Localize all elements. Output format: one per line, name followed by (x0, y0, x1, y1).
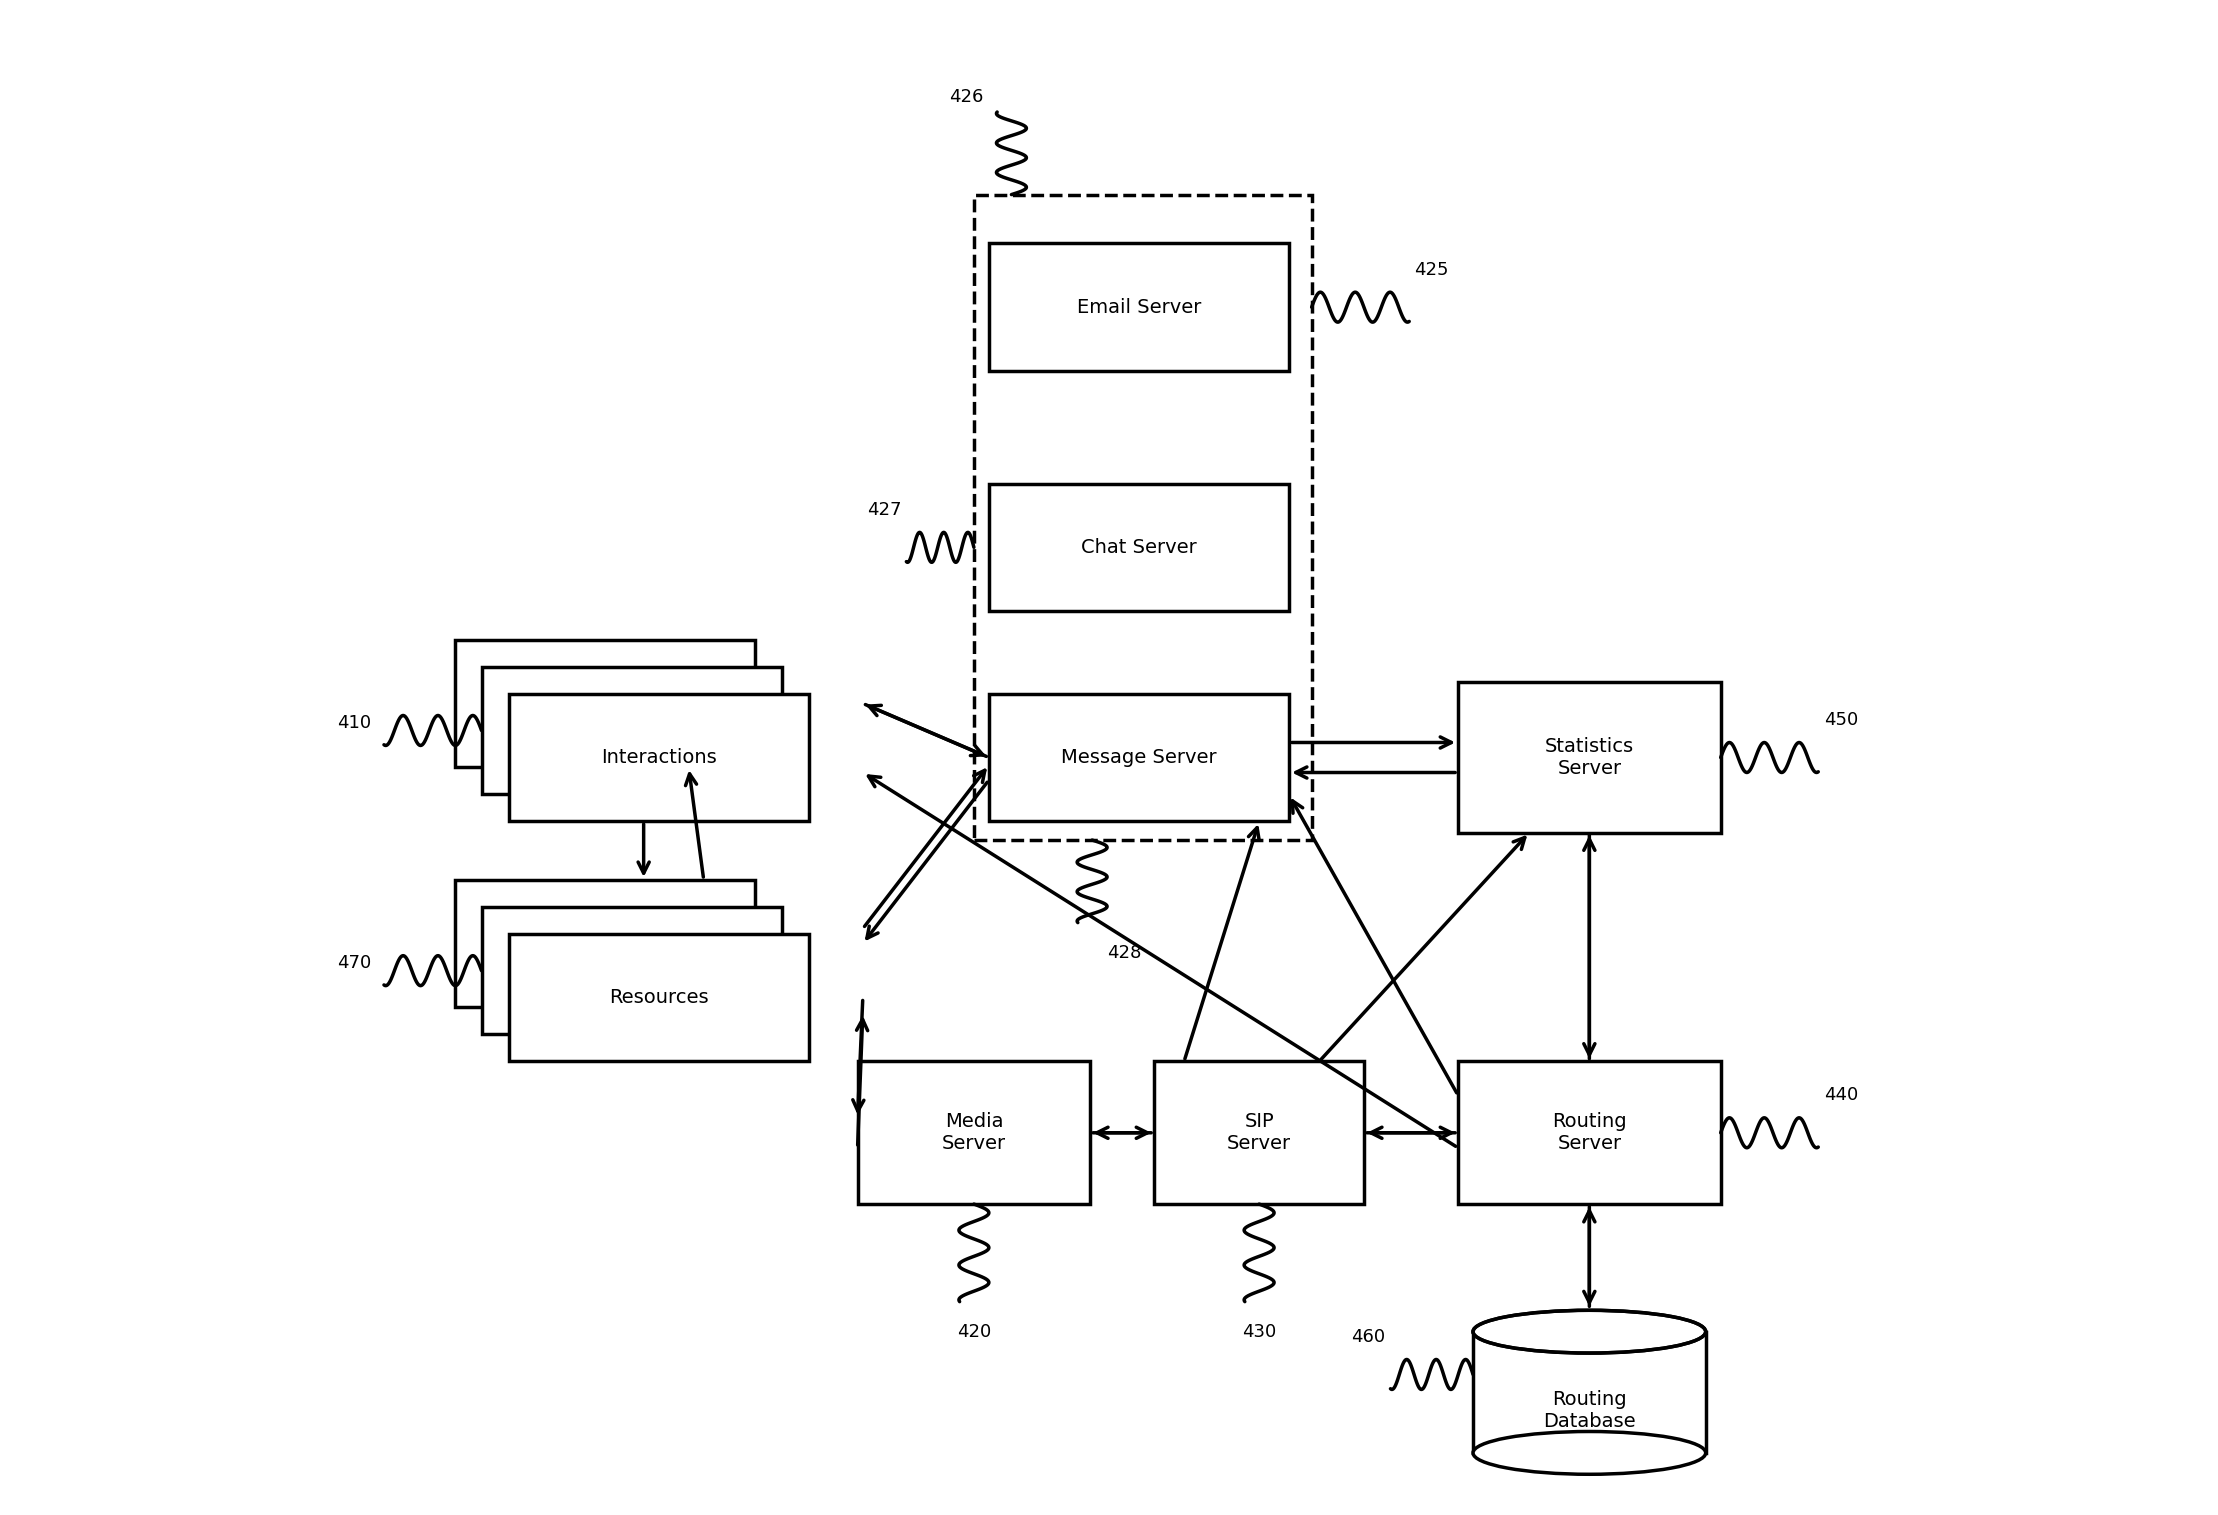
Bar (481, 667, 781, 794)
Text: 450: 450 (1823, 711, 1859, 729)
Bar (1473, 1332, 1706, 1453)
Text: Routing
Server: Routing Server (1553, 1112, 1626, 1153)
Bar (455, 639, 754, 767)
Bar (858, 1062, 1091, 1204)
Bar (1457, 1062, 1721, 1204)
Text: 470: 470 (337, 954, 370, 973)
Text: Chat Server: Chat Server (1080, 538, 1198, 558)
Text: 425: 425 (1415, 261, 1448, 279)
Bar (1153, 1062, 1364, 1204)
Bar (481, 907, 781, 1035)
Text: Interactions: Interactions (601, 748, 716, 767)
Bar (1457, 682, 1721, 833)
Bar (989, 244, 1289, 371)
Bar (989, 694, 1289, 821)
Text: 426: 426 (949, 88, 983, 106)
Text: 427: 427 (867, 501, 901, 518)
Text: Resources: Resources (610, 988, 708, 1007)
Bar (508, 933, 810, 1062)
Text: Media
Server: Media Server (943, 1112, 1007, 1153)
Bar (508, 694, 810, 821)
Text: 440: 440 (1823, 1086, 1859, 1104)
Text: 428: 428 (1107, 944, 1142, 962)
Text: 430: 430 (1242, 1323, 1275, 1341)
Text: Routing
Database: Routing Database (1544, 1389, 1635, 1432)
Text: Message Server: Message Server (1060, 748, 1218, 767)
Text: 460: 460 (1351, 1329, 1384, 1345)
Bar (974, 194, 1311, 839)
Text: SIP
Server: SIP Server (1227, 1112, 1291, 1153)
Bar (989, 483, 1289, 611)
Ellipse shape (1473, 1432, 1706, 1474)
Text: Statistics
Server: Statistics Server (1544, 736, 1635, 779)
Text: 420: 420 (956, 1323, 991, 1341)
Text: 410: 410 (337, 714, 370, 732)
Ellipse shape (1473, 1310, 1706, 1353)
Bar (455, 880, 754, 1007)
Ellipse shape (1473, 1310, 1706, 1353)
Text: Email Server: Email Server (1076, 297, 1202, 317)
